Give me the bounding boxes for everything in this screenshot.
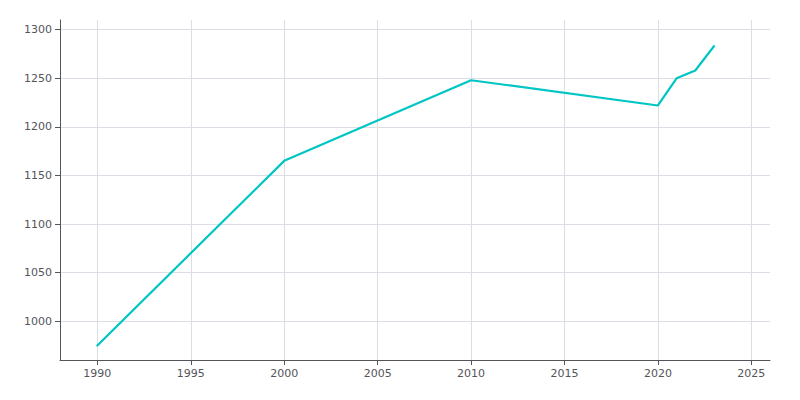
- svg-text:1100: 1100: [24, 218, 52, 231]
- svg-text:2020: 2020: [644, 367, 672, 380]
- svg-text:2010: 2010: [457, 367, 485, 380]
- svg-text:2000: 2000: [270, 367, 298, 380]
- svg-text:2025: 2025: [737, 367, 765, 380]
- svg-text:2005: 2005: [364, 367, 392, 380]
- svg-text:1050: 1050: [24, 266, 52, 279]
- svg-text:1150: 1150: [24, 169, 52, 182]
- svg-text:1200: 1200: [24, 120, 52, 133]
- svg-text:1250: 1250: [24, 72, 52, 85]
- svg-text:1300: 1300: [24, 23, 52, 36]
- svg-text:2015: 2015: [550, 367, 578, 380]
- svg-text:1990: 1990: [83, 367, 111, 380]
- svg-text:1000: 1000: [24, 315, 52, 328]
- svg-text:1995: 1995: [177, 367, 205, 380]
